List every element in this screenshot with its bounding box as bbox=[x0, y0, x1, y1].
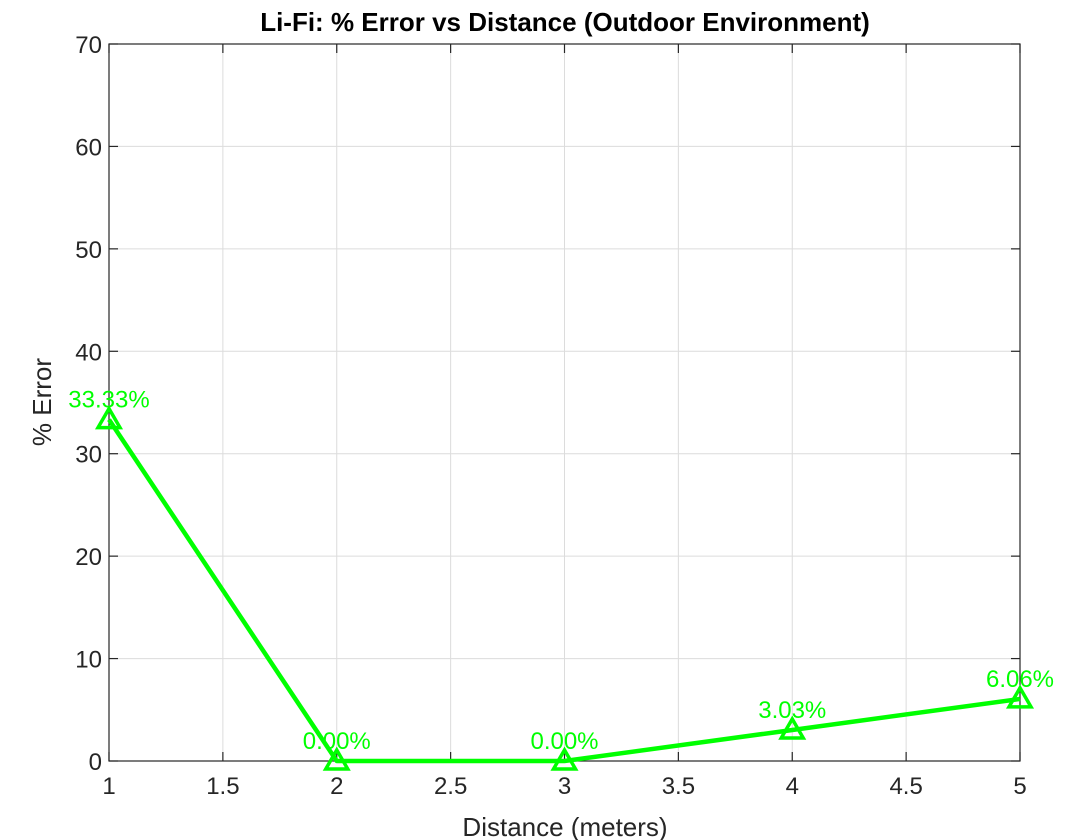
grid-lines bbox=[108, 43, 1021, 762]
data-label: 33.33% bbox=[68, 387, 149, 414]
data-label: 0.00% bbox=[530, 728, 598, 755]
x-tick-label: 1.5 bbox=[206, 773, 239, 800]
data-label: 0.00% bbox=[303, 728, 371, 755]
data-point-marker bbox=[1005, 684, 1035, 709]
y-tick-label: 30 bbox=[75, 442, 102, 469]
x-tick-label: 4 bbox=[786, 773, 799, 800]
x-tick-label: 3.5 bbox=[662, 773, 695, 800]
x-tick-label: 3 bbox=[558, 773, 571, 800]
y-axis-label: % Error bbox=[27, 358, 57, 446]
series-group: 33.33% 0.00% 0.00% 3.03% 6.06% bbox=[68, 387, 1054, 771]
y-tick-label: 70 bbox=[75, 32, 102, 59]
series-line bbox=[107, 418, 1021, 764]
x-axis-label: Distance (meters) bbox=[462, 812, 667, 840]
data-point-marker bbox=[550, 746, 579, 771]
y-tick-label: 20 bbox=[75, 544, 102, 571]
x-tick-label: 2.5 bbox=[434, 773, 467, 800]
chart-title: Li-Fi: % Error vs Distance (Outdoor Envi… bbox=[260, 7, 870, 37]
data-point-marker bbox=[778, 715, 807, 740]
data-point-marker bbox=[94, 405, 124, 430]
x-tick-label: 5 bbox=[1013, 773, 1026, 800]
x-tick-label: 1 bbox=[102, 773, 115, 800]
y-tick-label: 50 bbox=[75, 237, 102, 264]
x-tick-label: 4.5 bbox=[889, 773, 922, 800]
y-tick-label: 10 bbox=[75, 647, 102, 674]
data-label: 3.03% bbox=[758, 697, 826, 724]
y-tick-label: 60 bbox=[75, 134, 102, 161]
data-point-marker bbox=[322, 746, 351, 771]
y-tick-label: 0 bbox=[89, 749, 102, 776]
y-tick-label: 40 bbox=[75, 339, 102, 366]
data-label: 6.06% bbox=[986, 666, 1054, 693]
x-tick-label: 2 bbox=[330, 773, 343, 800]
